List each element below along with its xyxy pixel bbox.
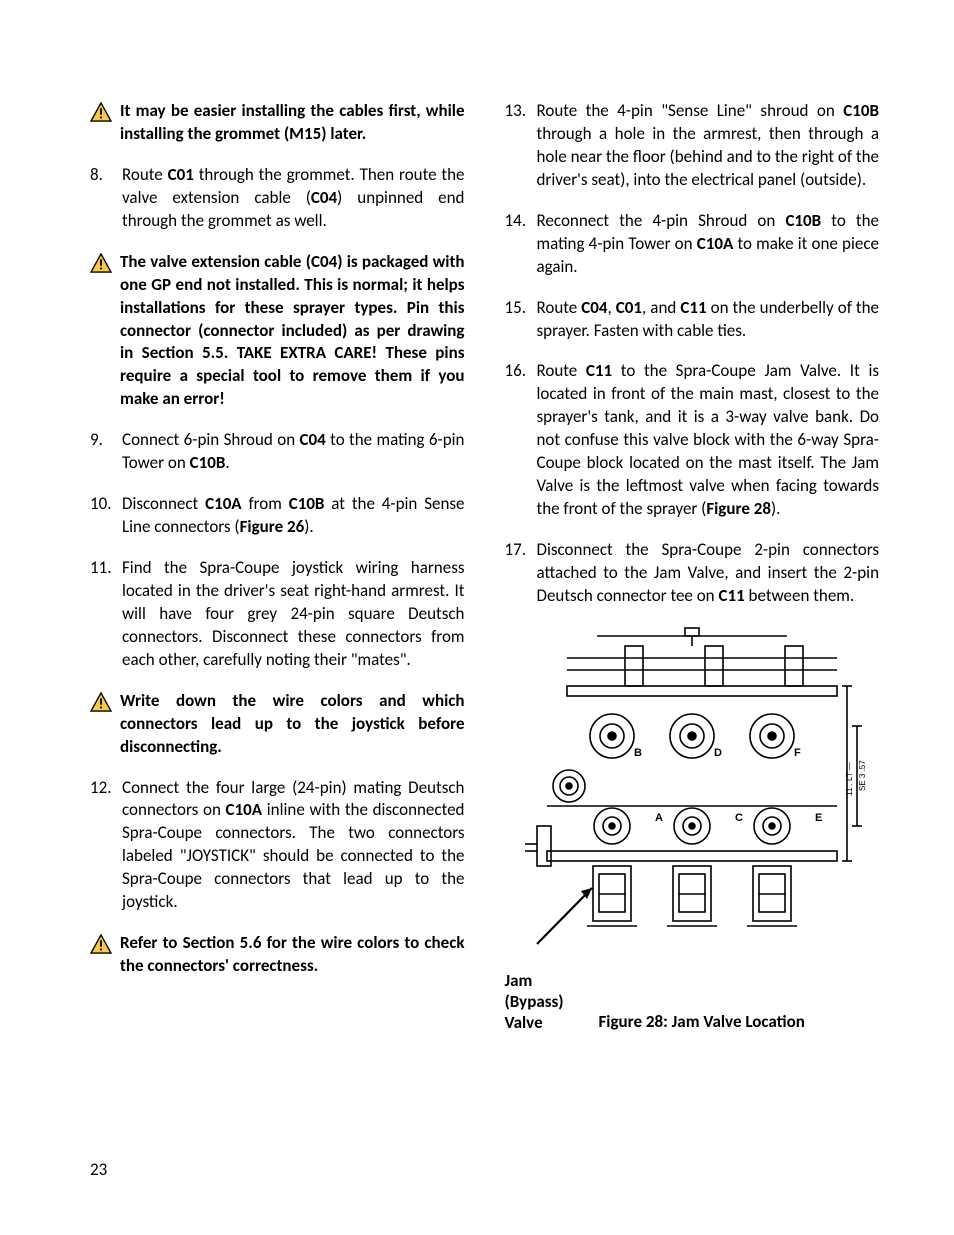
step-11-text: Find the Spra-Coupe joystick wiring harn…	[122, 557, 465, 672]
step-12-num: 12.	[90, 777, 120, 800]
step-10-text: Disconnect C10A from C10B at the 4-pin S…	[122, 493, 465, 539]
figure-28: B A D C F E 11 . LT — SE 3 .57 Jam (Bypa…	[505, 626, 880, 1034]
step-13-num: 13.	[505, 100, 535, 123]
step-8-num: 8.	[90, 164, 120, 187]
page-number: 23	[90, 1159, 107, 1180]
warning-1: It may be easier installing the cables f…	[90, 100, 465, 146]
warning-3: Write down the wire colors and which con…	[90, 690, 465, 759]
warning-2-text: The valve extension cable (C04) is packa…	[120, 251, 465, 412]
step-13-text: Route the 4-pin "Sense Line" shroud on C…	[537, 100, 880, 192]
svg-text:B: B	[634, 747, 642, 759]
step-14: 14. Reconnect the 4-pin Shroud on C10B t…	[505, 210, 880, 279]
step-16: 16. Route C11 to the Spra-Coupe Jam Valv…	[505, 360, 880, 521]
step-11-num: 11.	[90, 557, 120, 580]
step-9: 9. Connect 6-pin Shroud on C04 to the ma…	[90, 429, 465, 475]
svg-text:11 . LT —: 11 . LT —	[845, 762, 854, 796]
step-12: 12. Connect the four large (24-pin) mati…	[90, 777, 465, 915]
step-17: 17. Disconnect the Spra-Coupe 2-pin conn…	[505, 539, 880, 608]
step-8-text: Route C01 through the grommet. Then rout…	[122, 164, 465, 233]
warning-1-text: It may be easier installing the cables f…	[120, 100, 465, 146]
svg-text:C: C	[735, 812, 743, 824]
jam-valve-label: Jam (Bypass) Valve	[505, 970, 595, 1034]
left-column: It may be easier installing the cables f…	[90, 100, 465, 1034]
step-14-text: Reconnect the 4-pin Shroud on C10B to th…	[537, 210, 880, 279]
step-11: 11. Find the Spra-Coupe joystick wiring …	[90, 557, 465, 672]
warning-2: The valve extension cable (C04) is packa…	[90, 251, 465, 412]
warning-icon	[90, 934, 112, 954]
svg-text:E: E	[815, 812, 822, 824]
step-17-text: Disconnect the Spra-Coupe 2-pin connecto…	[537, 539, 880, 608]
warning-icon	[90, 102, 112, 122]
svg-text:D: D	[714, 747, 722, 759]
step-16-num: 16.	[505, 360, 535, 383]
step-12-text: Connect the four large (24-pin) mating D…	[122, 777, 465, 915]
step-14-num: 14.	[505, 210, 535, 233]
step-9-text: Connect 6-pin Shroud on C04 to the matin…	[122, 429, 465, 475]
figure-28-caption: Figure 28: Jam Valve Location	[595, 1011, 880, 1034]
svg-text:F: F	[794, 747, 801, 759]
svg-text:A: A	[655, 812, 663, 824]
warning-4-text: Refer to Section 5.6 for the wire colors…	[120, 932, 465, 978]
warning-4: Refer to Section 5.6 for the wire colors…	[90, 932, 465, 978]
step-15-text: Route C04, C01, and C11 on the underbell…	[537, 297, 880, 343]
step-17-num: 17.	[505, 539, 535, 562]
step-9-num: 9.	[90, 429, 120, 452]
warning-icon	[90, 253, 112, 273]
step-10: 10. Disconnect C10A from C10B at the 4-p…	[90, 493, 465, 539]
step-15: 15. Route C04, C01, and C11 on the under…	[505, 297, 880, 343]
jam-valve-diagram: B A D C F E 11 . LT — SE 3 .57	[507, 626, 877, 966]
step-16-text: Route C11 to the Spra-Coupe Jam Valve. I…	[537, 360, 880, 521]
step-13: 13. Route the 4-pin "Sense Line" shroud …	[505, 100, 880, 192]
step-8: 8. Route C01 through the grommet. Then r…	[90, 164, 465, 233]
page: It may be easier installing the cables f…	[0, 0, 954, 1235]
right-column: 13. Route the 4-pin "Sense Line" shroud …	[505, 100, 880, 1034]
warning-icon	[90, 692, 112, 712]
columns: It may be easier installing the cables f…	[90, 100, 879, 1034]
svg-text:SE 3 .57: SE 3 .57	[858, 760, 867, 791]
step-10-num: 10.	[90, 493, 120, 516]
figure-caption-row: Jam (Bypass) Valve Figure 28: Jam Valve …	[505, 970, 880, 1034]
step-15-num: 15.	[505, 297, 535, 320]
warning-3-text: Write down the wire colors and which con…	[120, 690, 465, 759]
